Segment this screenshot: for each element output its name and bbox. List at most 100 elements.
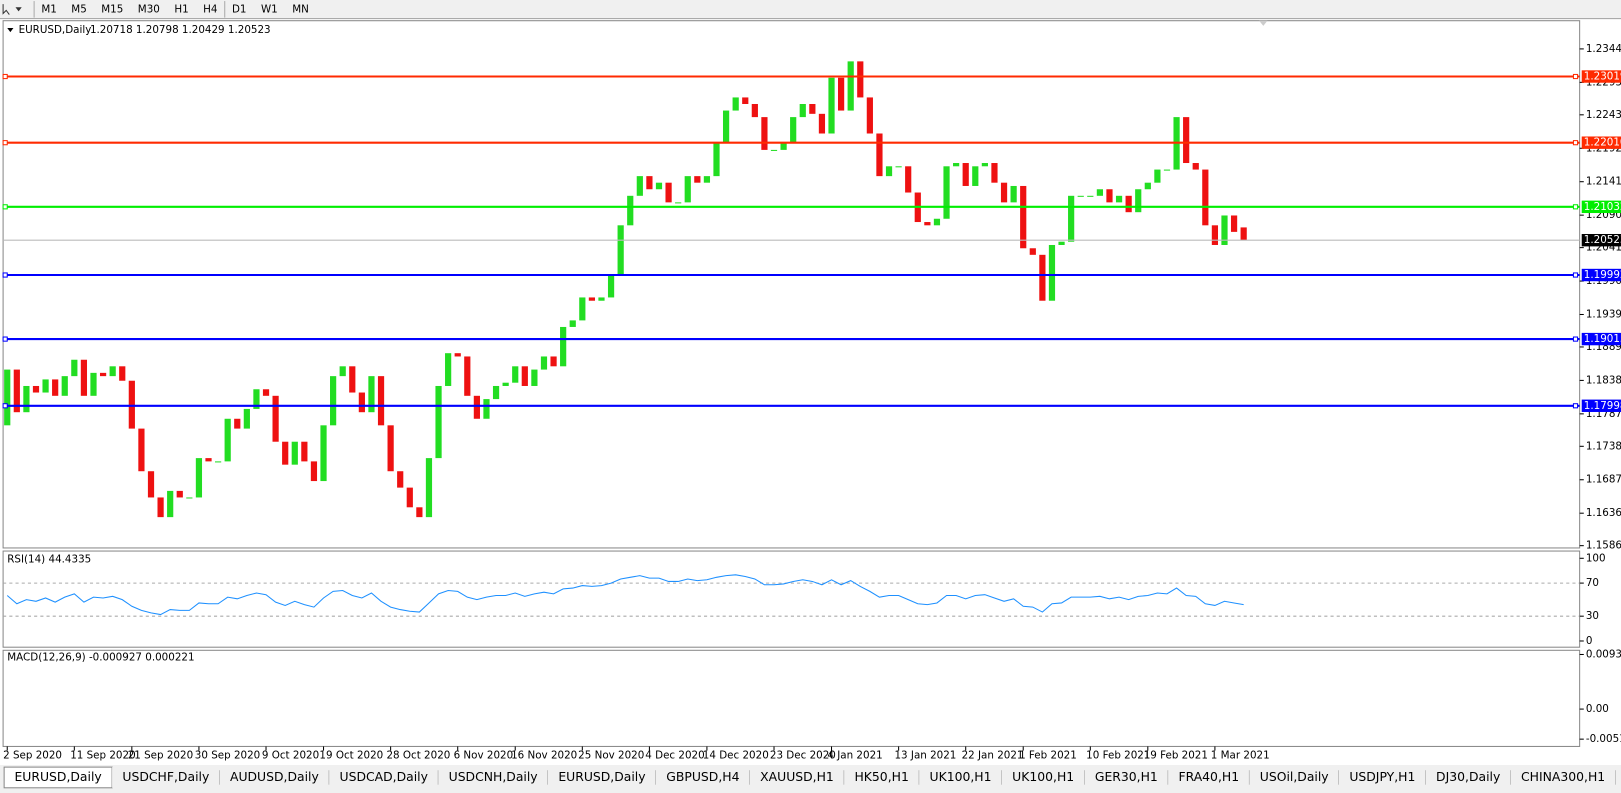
candle bbox=[109, 366, 116, 377]
timeframe-button[interactable]: M1 bbox=[41, 3, 56, 15]
candle bbox=[1221, 215, 1228, 245]
candle bbox=[780, 143, 787, 150]
candle bbox=[866, 97, 873, 134]
tab[interactable] bbox=[1249, 767, 1339, 788]
tab[interactable] bbox=[1168, 767, 1250, 788]
candle bbox=[742, 97, 749, 104]
tab[interactable] bbox=[112, 767, 220, 788]
y-tick-label: 30 bbox=[1586, 610, 1599, 622]
candle bbox=[953, 163, 960, 167]
tab-label[interactable]: USOil,Daily bbox=[1260, 769, 1329, 784]
candle bbox=[1144, 182, 1151, 190]
tab-label[interactable]: USDCNH,Daily bbox=[449, 769, 538, 784]
tab-label[interactable]: CHINA300,H1 bbox=[1521, 769, 1605, 784]
candle bbox=[972, 166, 979, 186]
level-price-label: 1.17998 bbox=[1584, 400, 1621, 412]
candle bbox=[387, 425, 394, 472]
tab[interactable] bbox=[219, 767, 330, 788]
timeframe-button[interactable]: M30 bbox=[138, 3, 160, 15]
candle bbox=[675, 202, 682, 204]
tab[interactable] bbox=[749, 767, 845, 788]
y-tick-label: 0.009354 bbox=[1586, 648, 1621, 660]
timeframe-button[interactable]: D1 bbox=[232, 3, 247, 15]
candle bbox=[895, 166, 902, 168]
tab-label[interactable]: AUDUSD,Daily bbox=[230, 769, 319, 784]
tab-label[interactable]: UK100,H1 bbox=[930, 769, 992, 784]
tab-label[interactable]: USDJPY,H1 bbox=[1349, 769, 1415, 784]
candle bbox=[234, 418, 241, 429]
tab-label[interactable]: HK50,H1 bbox=[854, 769, 908, 784]
tab-label[interactable]: USDCAD,Daily bbox=[340, 769, 428, 784]
candle bbox=[885, 166, 893, 177]
level-handle bbox=[1572, 140, 1579, 146]
chart-title: EURUSD,Daily bbox=[19, 24, 92, 36]
y-tick-label: 1.17380 bbox=[1586, 440, 1621, 452]
tab[interactable] bbox=[329, 767, 439, 788]
tab-label[interactable]: USDCHF,Daily bbox=[122, 769, 209, 784]
candle bbox=[454, 353, 461, 357]
candle bbox=[23, 385, 30, 413]
candle bbox=[128, 380, 135, 429]
candle bbox=[1115, 195, 1123, 203]
x-tick-label: 16 Nov 2020 bbox=[511, 750, 577, 762]
tab-label[interactable]: GER30,H1 bbox=[1095, 769, 1158, 784]
tab[interactable] bbox=[438, 767, 548, 788]
level-handle bbox=[1572, 73, 1579, 80]
candle bbox=[646, 176, 653, 190]
tab[interactable] bbox=[1338, 767, 1426, 788]
timeframe-button[interactable]: MN bbox=[292, 3, 309, 15]
tab-label[interactable]: GBPUSD,H4 bbox=[666, 769, 739, 784]
candle bbox=[588, 297, 596, 301]
candle bbox=[61, 376, 68, 396]
candle bbox=[291, 441, 298, 465]
tab-label[interactable]: EURUSD,Daily bbox=[558, 769, 645, 784]
level-handle bbox=[2, 204, 8, 210]
rsi-panel bbox=[2, 550, 1581, 648]
y-tick-label: 1.22435 bbox=[1586, 109, 1621, 121]
candle bbox=[243, 408, 250, 429]
y-tick-label: 1.18385 bbox=[1586, 374, 1621, 386]
candle bbox=[119, 366, 126, 381]
candle bbox=[397, 471, 404, 488]
candle bbox=[799, 103, 806, 118]
candle bbox=[569, 320, 576, 327]
tab-label[interactable]: UK100,H1 bbox=[1012, 769, 1074, 784]
tab[interactable] bbox=[1001, 767, 1085, 788]
tab[interactable] bbox=[1084, 767, 1169, 788]
tab[interactable] bbox=[655, 767, 750, 788]
y-tick-label: -0.00515 bbox=[1586, 733, 1621, 745]
tab[interactable] bbox=[547, 767, 656, 788]
last-price-box bbox=[1581, 233, 1621, 247]
rsi-line bbox=[6, 574, 1244, 616]
timeframe-button[interactable]: W1 bbox=[261, 3, 278, 15]
candle bbox=[138, 428, 145, 472]
tab[interactable] bbox=[844, 767, 920, 788]
candle bbox=[502, 382, 509, 386]
candle bbox=[167, 490, 174, 518]
candle bbox=[1240, 227, 1247, 241]
x-tick-label: 6 Nov 2020 bbox=[454, 750, 514, 762]
candle bbox=[703, 176, 711, 183]
candle bbox=[1202, 169, 1209, 226]
x-tick-label: 19 Feb 2021 bbox=[1144, 750, 1208, 762]
timeframe-button[interactable]: M15 bbox=[101, 3, 123, 15]
tab-label[interactable]: XAUUSD,H1 bbox=[760, 769, 834, 784]
candle bbox=[761, 117, 768, 150]
tab-label[interactable]: EURUSD,Daily bbox=[14, 769, 101, 784]
timeframe-button[interactable]: H1 bbox=[174, 3, 188, 15]
tab[interactable] bbox=[919, 767, 1002, 788]
dropdown-icon[interactable] bbox=[15, 7, 22, 12]
tab-label[interactable]: FRA40,H1 bbox=[1178, 769, 1239, 784]
level-price-label: 1.21032 bbox=[1584, 201, 1621, 213]
candle bbox=[157, 497, 164, 518]
cursor-icon[interactable] bbox=[2, 4, 10, 15]
timeframe-button[interactable]: H4 bbox=[203, 3, 217, 15]
candle bbox=[186, 497, 193, 499]
x-tick-label: 1 Feb 2021 bbox=[1019, 750, 1077, 762]
tab[interactable] bbox=[1615, 767, 1621, 788]
tab-label[interactable]: DJ30,Daily bbox=[1436, 769, 1500, 784]
tab[interactable] bbox=[1510, 767, 1616, 788]
candle bbox=[262, 389, 270, 396]
tab[interactable] bbox=[1425, 767, 1511, 788]
timeframe-button[interactable]: M5 bbox=[71, 3, 86, 15]
